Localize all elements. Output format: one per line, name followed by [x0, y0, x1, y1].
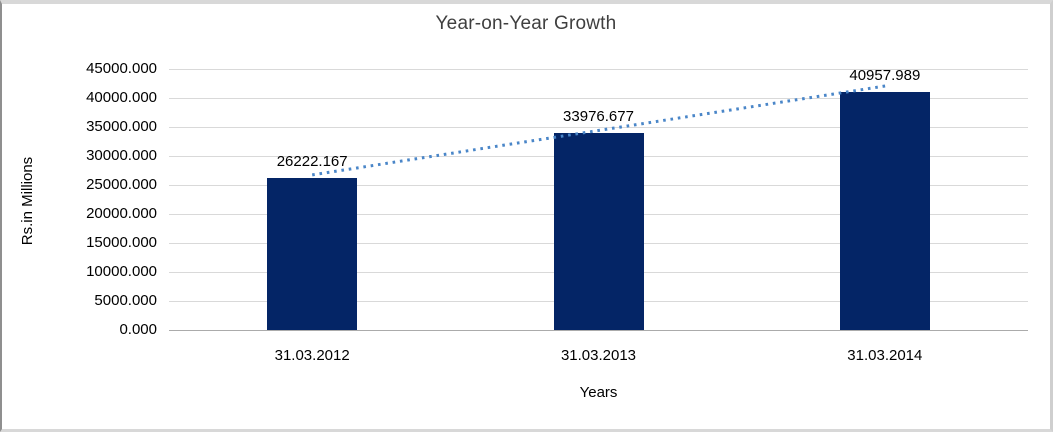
x-category-label: 31.03.2012	[274, 347, 350, 364]
chart-title: Year-on-Year Growth	[435, 13, 617, 34]
bar	[553, 132, 644, 330]
y-tick-label: 35000.000	[86, 118, 157, 135]
y-tick-label: 15000.000	[86, 234, 157, 251]
y-tick-label: 25000.000	[86, 176, 157, 193]
y-tick-label: 20000.000	[86, 205, 157, 222]
x-category-label: 31.03.2014	[847, 347, 923, 364]
bar	[839, 92, 930, 330]
y-axis-title: Rs.in Millions	[19, 156, 36, 246]
x-axis-line	[169, 330, 1028, 331]
bar-data-label: 26222.167	[276, 152, 348, 170]
x-category-label: 31.03.2013	[560, 347, 637, 364]
y-tick-label: 30000.000	[86, 147, 157, 164]
x-axis-title: Years	[579, 384, 618, 401]
bar-data-label: 40957.989	[849, 67, 921, 85]
bar-data-label: 33976.677	[563, 107, 634, 125]
y-tick-label: 40000.000	[86, 89, 157, 106]
y-tick-label: 10000.000	[86, 263, 157, 280]
y-tick-label: 0.000	[119, 321, 157, 338]
gridline	[169, 69, 1028, 70]
bar	[267, 177, 358, 330]
y-tick-label: 45000.000	[86, 60, 157, 77]
y-tick-label: 5000.000	[94, 292, 157, 309]
